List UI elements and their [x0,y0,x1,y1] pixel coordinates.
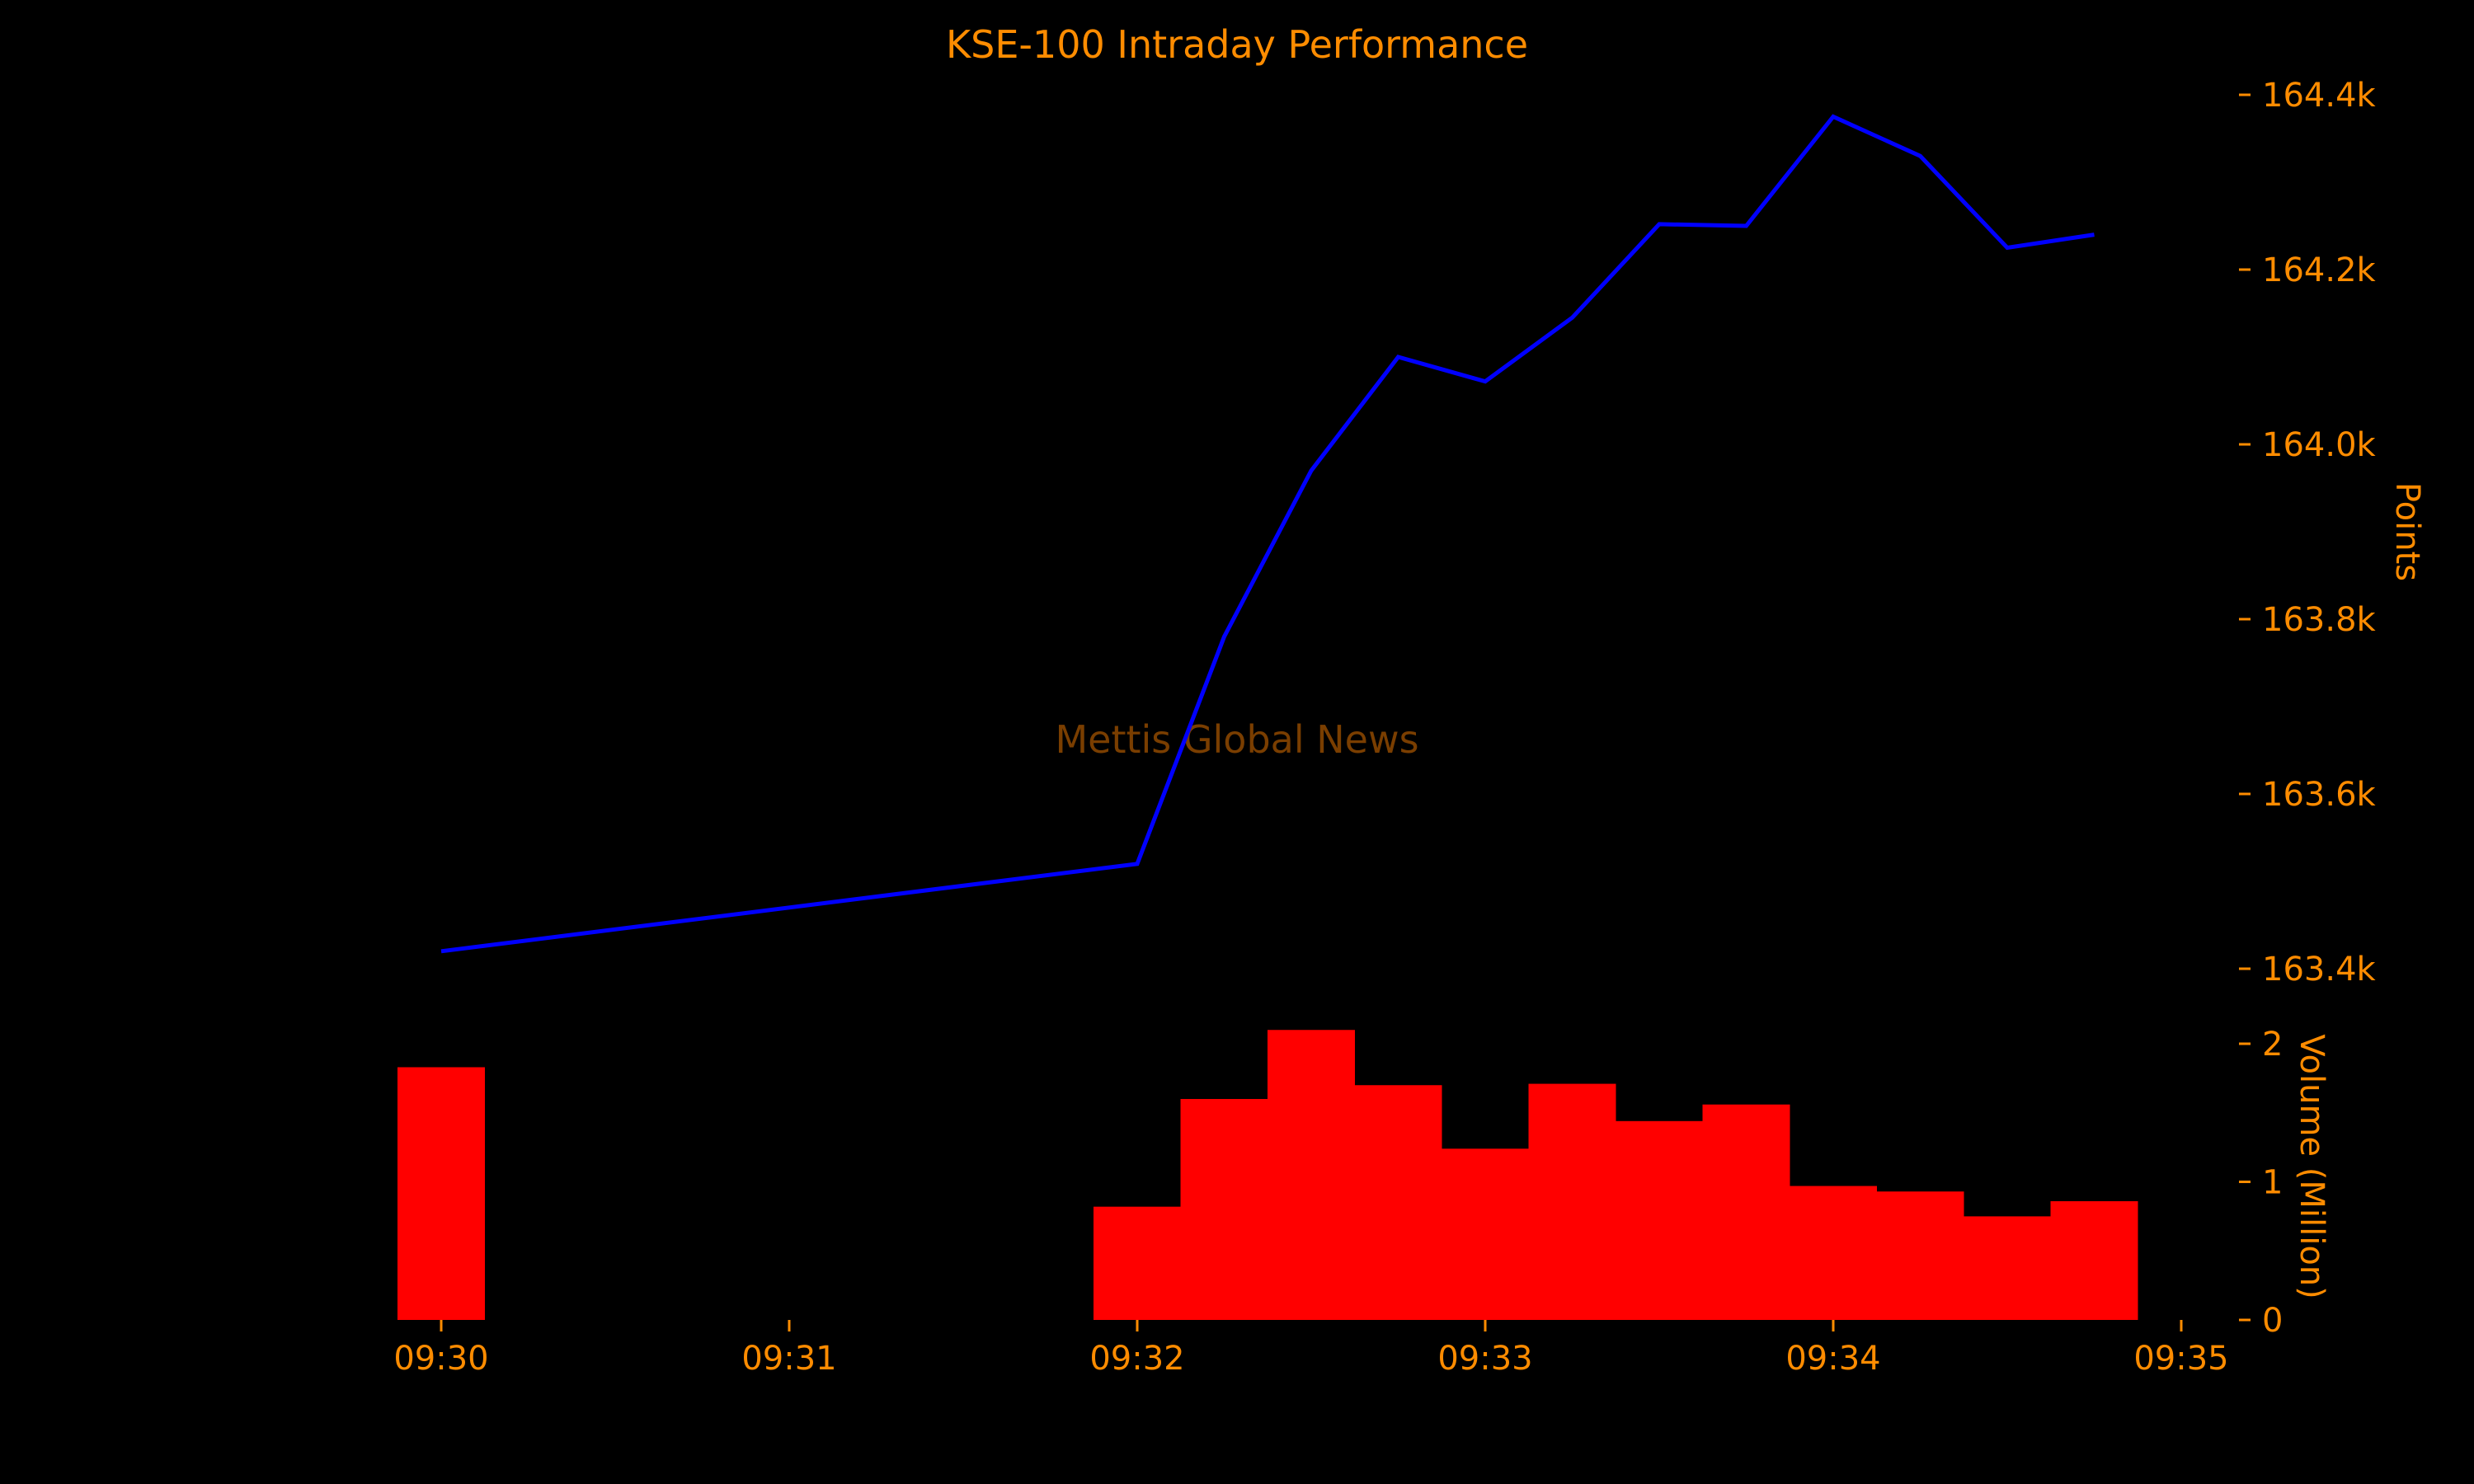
points-tick-label: 163.8k [2262,601,2377,639]
volume-bar [1616,1120,1703,1320]
time-tick-label: 09:30 [393,1340,488,1378]
volume-bar [397,1067,485,1320]
points-tick-label: 163.6k [2262,776,2377,814]
chart-title: KSE-100 Intraday Performance [946,22,1528,67]
points-line [440,114,2095,954]
volume-bar [1442,1148,1529,1320]
volume-axis: 2 1 0 [2239,1026,2283,1340]
volume-tick-label: 0 [2262,1302,2283,1340]
points-tick-label: 164.4k [2262,77,2377,115]
volume-axis-label: Volume (Million) [2293,1034,2331,1298]
volume-bars [397,1030,2138,1320]
volume-bar [1354,1085,1442,1320]
volume-bar [1964,1216,2051,1320]
time-tick-label: 09:34 [1785,1340,1880,1378]
volume-bar [1180,1099,1268,1320]
points-tick-label: 164.2k [2262,251,2377,289]
time-tick-label: 09:35 [2133,1340,2228,1378]
volume-tick-label: 2 [2262,1026,2283,1064]
time-tick-label: 09:31 [741,1340,836,1378]
time-tick-label: 09:32 [1089,1340,1184,1378]
volume-bar [2050,1200,2138,1320]
points-axis-label: Points [2388,482,2426,581]
volume-bar [1790,1186,1877,1320]
volume-bar [1876,1191,1964,1320]
points-tick-label: 164.0k [2262,426,2377,464]
points-axis: 164.4k 164.2k 164.0k 163.8k 163.6k 163.4k [2239,77,2377,989]
time-tick-label: 09:33 [1437,1340,1532,1378]
watermark: Mettis Global News [1055,717,1418,762]
volume-bar [1094,1206,1181,1320]
volume-tick-label: 1 [2262,1164,2283,1202]
points-tick-label: 163.4k [2262,951,2377,989]
time-axis: 09:30 09:31 09:32 09:33 09:34 09:35 [393,1320,2229,1378]
volume-bar [1268,1030,1355,1320]
volume-bar [1528,1083,1616,1320]
volume-bar [1702,1104,1790,1320]
